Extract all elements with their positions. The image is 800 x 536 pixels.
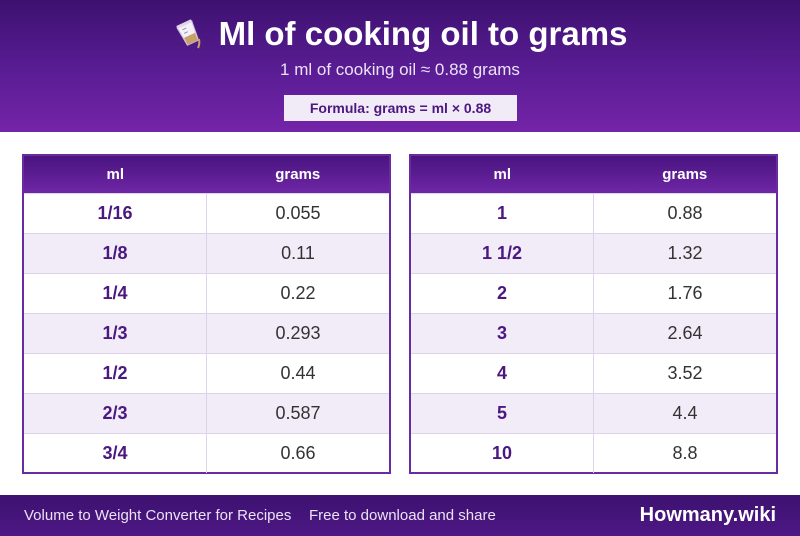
column-header-ml: ml (493, 165, 511, 183)
grams-cell: 0.055 (206, 192, 389, 233)
table-row: 10 8.8 (411, 432, 776, 473)
conversion-table-left: ml grams 1/16 0.055 1/8 0.11 1/4 0.22 1/3 0.… (22, 154, 391, 474)
footer-share-note: Free to download and share (309, 507, 496, 524)
ml-cell: 2/3 (24, 392, 207, 433)
ml-cell: 1/2 (24, 352, 207, 393)
table-header-row: ml grams (24, 156, 389, 193)
table-header-row: ml grams (411, 156, 776, 193)
table-row: 3/4 0.66 (24, 432, 389, 473)
ml-cell: 1/3 (24, 312, 207, 353)
grams-cell: 3.52 (593, 352, 776, 393)
ml-cell: 10 (411, 432, 594, 473)
column-header-grams: grams (662, 165, 708, 183)
table-row: 3 2.64 (411, 312, 776, 353)
ml-cell: 1 1/2 (411, 232, 594, 273)
footer-tagline: Volume to Weight Converter for Recipes (24, 507, 292, 524)
page-title: Ml of cooking oil to grams (218, 15, 628, 52)
table-row: 2 1.76 (411, 272, 776, 313)
ml-cell: 3 (411, 312, 594, 353)
table-row: 1/4 0.22 (24, 272, 389, 313)
formula-badge: Formula: grams = ml × 0.88 (284, 95, 517, 121)
grams-cell: 1.32 (593, 232, 776, 273)
brand-logo-text[interactable]: Howmany.wiki (639, 504, 776, 526)
ml-cell: 1 (411, 192, 594, 233)
grams-cell: 0.66 (206, 432, 389, 473)
title-row: Ml of cooking oil to grams (0, 14, 800, 54)
table-row: 1/8 0.11 (24, 232, 389, 273)
header-banner: Ml of cooking oil to grams 1 ml of cooki… (0, 0, 800, 132)
conversion-table-right: ml grams 1 0.88 1 1/2 1.32 2 1.76 3 2.64 4 3.… (409, 154, 778, 474)
grams-cell: 2.64 (593, 312, 776, 353)
grams-cell: 4.4 (593, 392, 776, 433)
column-header-grams: grams (275, 165, 321, 183)
grams-cell: 8.8 (593, 432, 776, 473)
ml-cell: 4 (411, 352, 594, 393)
grams-cell: 0.88 (593, 192, 776, 233)
table-row: 1/16 0.055 (24, 192, 389, 233)
grams-cell: 0.22 (206, 272, 389, 313)
footer-bar: Volume to Weight Converter for Recipes F… (0, 495, 800, 536)
table-row: 1 1/2 1.32 (411, 232, 776, 273)
table-row: 1/3 0.293 (24, 312, 389, 353)
ml-cell: 3/4 (24, 432, 207, 473)
grams-cell: 0.11 (206, 232, 389, 273)
grams-cell: 0.293 (206, 312, 389, 353)
ml-cell: 1/16 (24, 192, 207, 233)
table-row: 4 3.52 (411, 352, 776, 393)
ml-cell: 5 (411, 392, 594, 433)
page-subtitle: 1 ml of cooking oil ≈ 0.88 grams (280, 60, 520, 79)
table-row: 2/3 0.587 (24, 392, 389, 433)
grams-cell: 0.587 (206, 392, 389, 433)
table-row: 5 4.4 (411, 392, 776, 433)
measuring-cup-pour-icon (173, 17, 207, 51)
grams-cell: 1.76 (593, 272, 776, 313)
table-row: 1/2 0.44 (24, 352, 389, 393)
table-row: 1 0.88 (411, 192, 776, 233)
ml-cell: 1/8 (24, 232, 207, 273)
ml-cell: 1/4 (24, 272, 207, 313)
ml-cell: 2 (411, 272, 594, 313)
column-header-ml: ml (106, 165, 124, 183)
grams-cell: 0.44 (206, 352, 389, 393)
